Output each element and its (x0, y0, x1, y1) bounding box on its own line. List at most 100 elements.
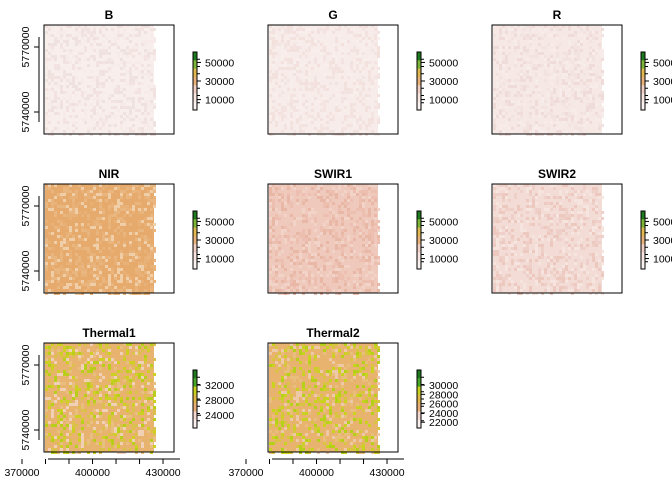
raster-cell (141, 112, 144, 115)
raster-cell (287, 382, 290, 385)
raster-cell (341, 229, 344, 232)
raster-cell (84, 283, 87, 286)
raster-cell (57, 64, 60, 67)
raster-cell (57, 259, 60, 262)
raster-cell (132, 397, 135, 400)
raster-cell (547, 274, 550, 277)
raster-cell (129, 448, 132, 451)
raster-cell (359, 283, 362, 286)
raster-cell (90, 343, 93, 346)
raster-cell (368, 187, 371, 190)
raster-cell (502, 52, 505, 55)
raster-cell (287, 43, 290, 46)
raster-cell (138, 247, 141, 250)
raster-cell (362, 103, 365, 106)
raster-cell (114, 388, 117, 391)
raster-cell (284, 109, 287, 112)
raster-cell (577, 226, 580, 229)
legend-swatch (641, 219, 645, 229)
raster-cell (90, 103, 93, 106)
raster-cell (508, 67, 511, 70)
raster-cell (541, 106, 544, 109)
legend-tick-label: 50000 (653, 216, 672, 228)
raster-cell (90, 46, 93, 49)
raster-cell (123, 232, 126, 235)
raster-cell (574, 253, 577, 256)
raster-cell (120, 229, 123, 232)
raster-cell (299, 31, 302, 34)
panel-title: SWIR2 (538, 167, 576, 181)
raster-cell (141, 25, 144, 28)
raster-cell (54, 214, 57, 217)
raster-cell (66, 91, 69, 94)
raster-cell (138, 130, 141, 133)
raster-cell (350, 409, 353, 412)
raster-cell (51, 130, 54, 133)
raster-cell (377, 289, 380, 292)
raster-cell (359, 232, 362, 235)
raster-cell (344, 433, 347, 436)
raster-cell (147, 25, 150, 28)
raster-cell (45, 127, 48, 130)
raster-cell (78, 343, 81, 346)
raster-cell (150, 64, 153, 67)
raster-cell (75, 247, 78, 250)
legend-colorbar (417, 211, 421, 270)
raster-cell (332, 43, 335, 46)
raster-cell (293, 49, 296, 52)
raster-cell (117, 85, 120, 88)
raster-cell (111, 415, 114, 418)
raster-cell (359, 406, 362, 409)
raster-cell (272, 421, 275, 424)
raster-cell (144, 31, 147, 34)
raster-cell (147, 202, 150, 205)
raster-cell (532, 28, 535, 31)
raster-cell (526, 94, 529, 97)
raster-cell (362, 391, 365, 394)
raster-cell (90, 379, 93, 382)
raster-cell (565, 115, 568, 118)
raster-cell (123, 94, 126, 97)
raster-cell (562, 82, 565, 85)
raster-cell (120, 436, 123, 439)
raster-cell (57, 409, 60, 412)
raster-cell (114, 211, 117, 214)
raster-cell (132, 79, 135, 82)
raster-cell (335, 196, 338, 199)
raster-cell (287, 403, 290, 406)
raster-cell (577, 241, 580, 244)
raster-cell (350, 394, 353, 397)
raster-cell (296, 106, 299, 109)
raster-cell (129, 112, 132, 115)
raster-cell (57, 31, 60, 34)
raster-cell (565, 67, 568, 70)
raster-cell (371, 49, 374, 52)
raster-cell (317, 49, 320, 52)
raster-cell (72, 91, 75, 94)
raster-cell (511, 28, 514, 31)
raster-cell (577, 55, 580, 58)
raster-cell (332, 394, 335, 397)
raster-cell (535, 196, 538, 199)
raster-cell (595, 253, 598, 256)
raster-cell (377, 52, 380, 55)
raster-cell (374, 208, 377, 211)
raster-cell (568, 49, 571, 52)
raster-cell (66, 391, 69, 394)
raster-cell (278, 253, 281, 256)
raster-cell (529, 73, 532, 76)
raster-cell (290, 346, 293, 349)
raster-cell (99, 379, 102, 382)
raster-cell (496, 250, 499, 253)
raster-cell (296, 49, 299, 52)
raster-cell (90, 70, 93, 73)
raster-cell (150, 274, 153, 277)
raster-cell (96, 400, 99, 403)
raster-cell (102, 232, 105, 235)
raster-cell (535, 208, 538, 211)
raster-cell (48, 280, 51, 283)
raster-cell (120, 115, 123, 118)
raster-cell (275, 361, 278, 364)
raster-cell (368, 250, 371, 253)
raster-cell (499, 286, 502, 289)
